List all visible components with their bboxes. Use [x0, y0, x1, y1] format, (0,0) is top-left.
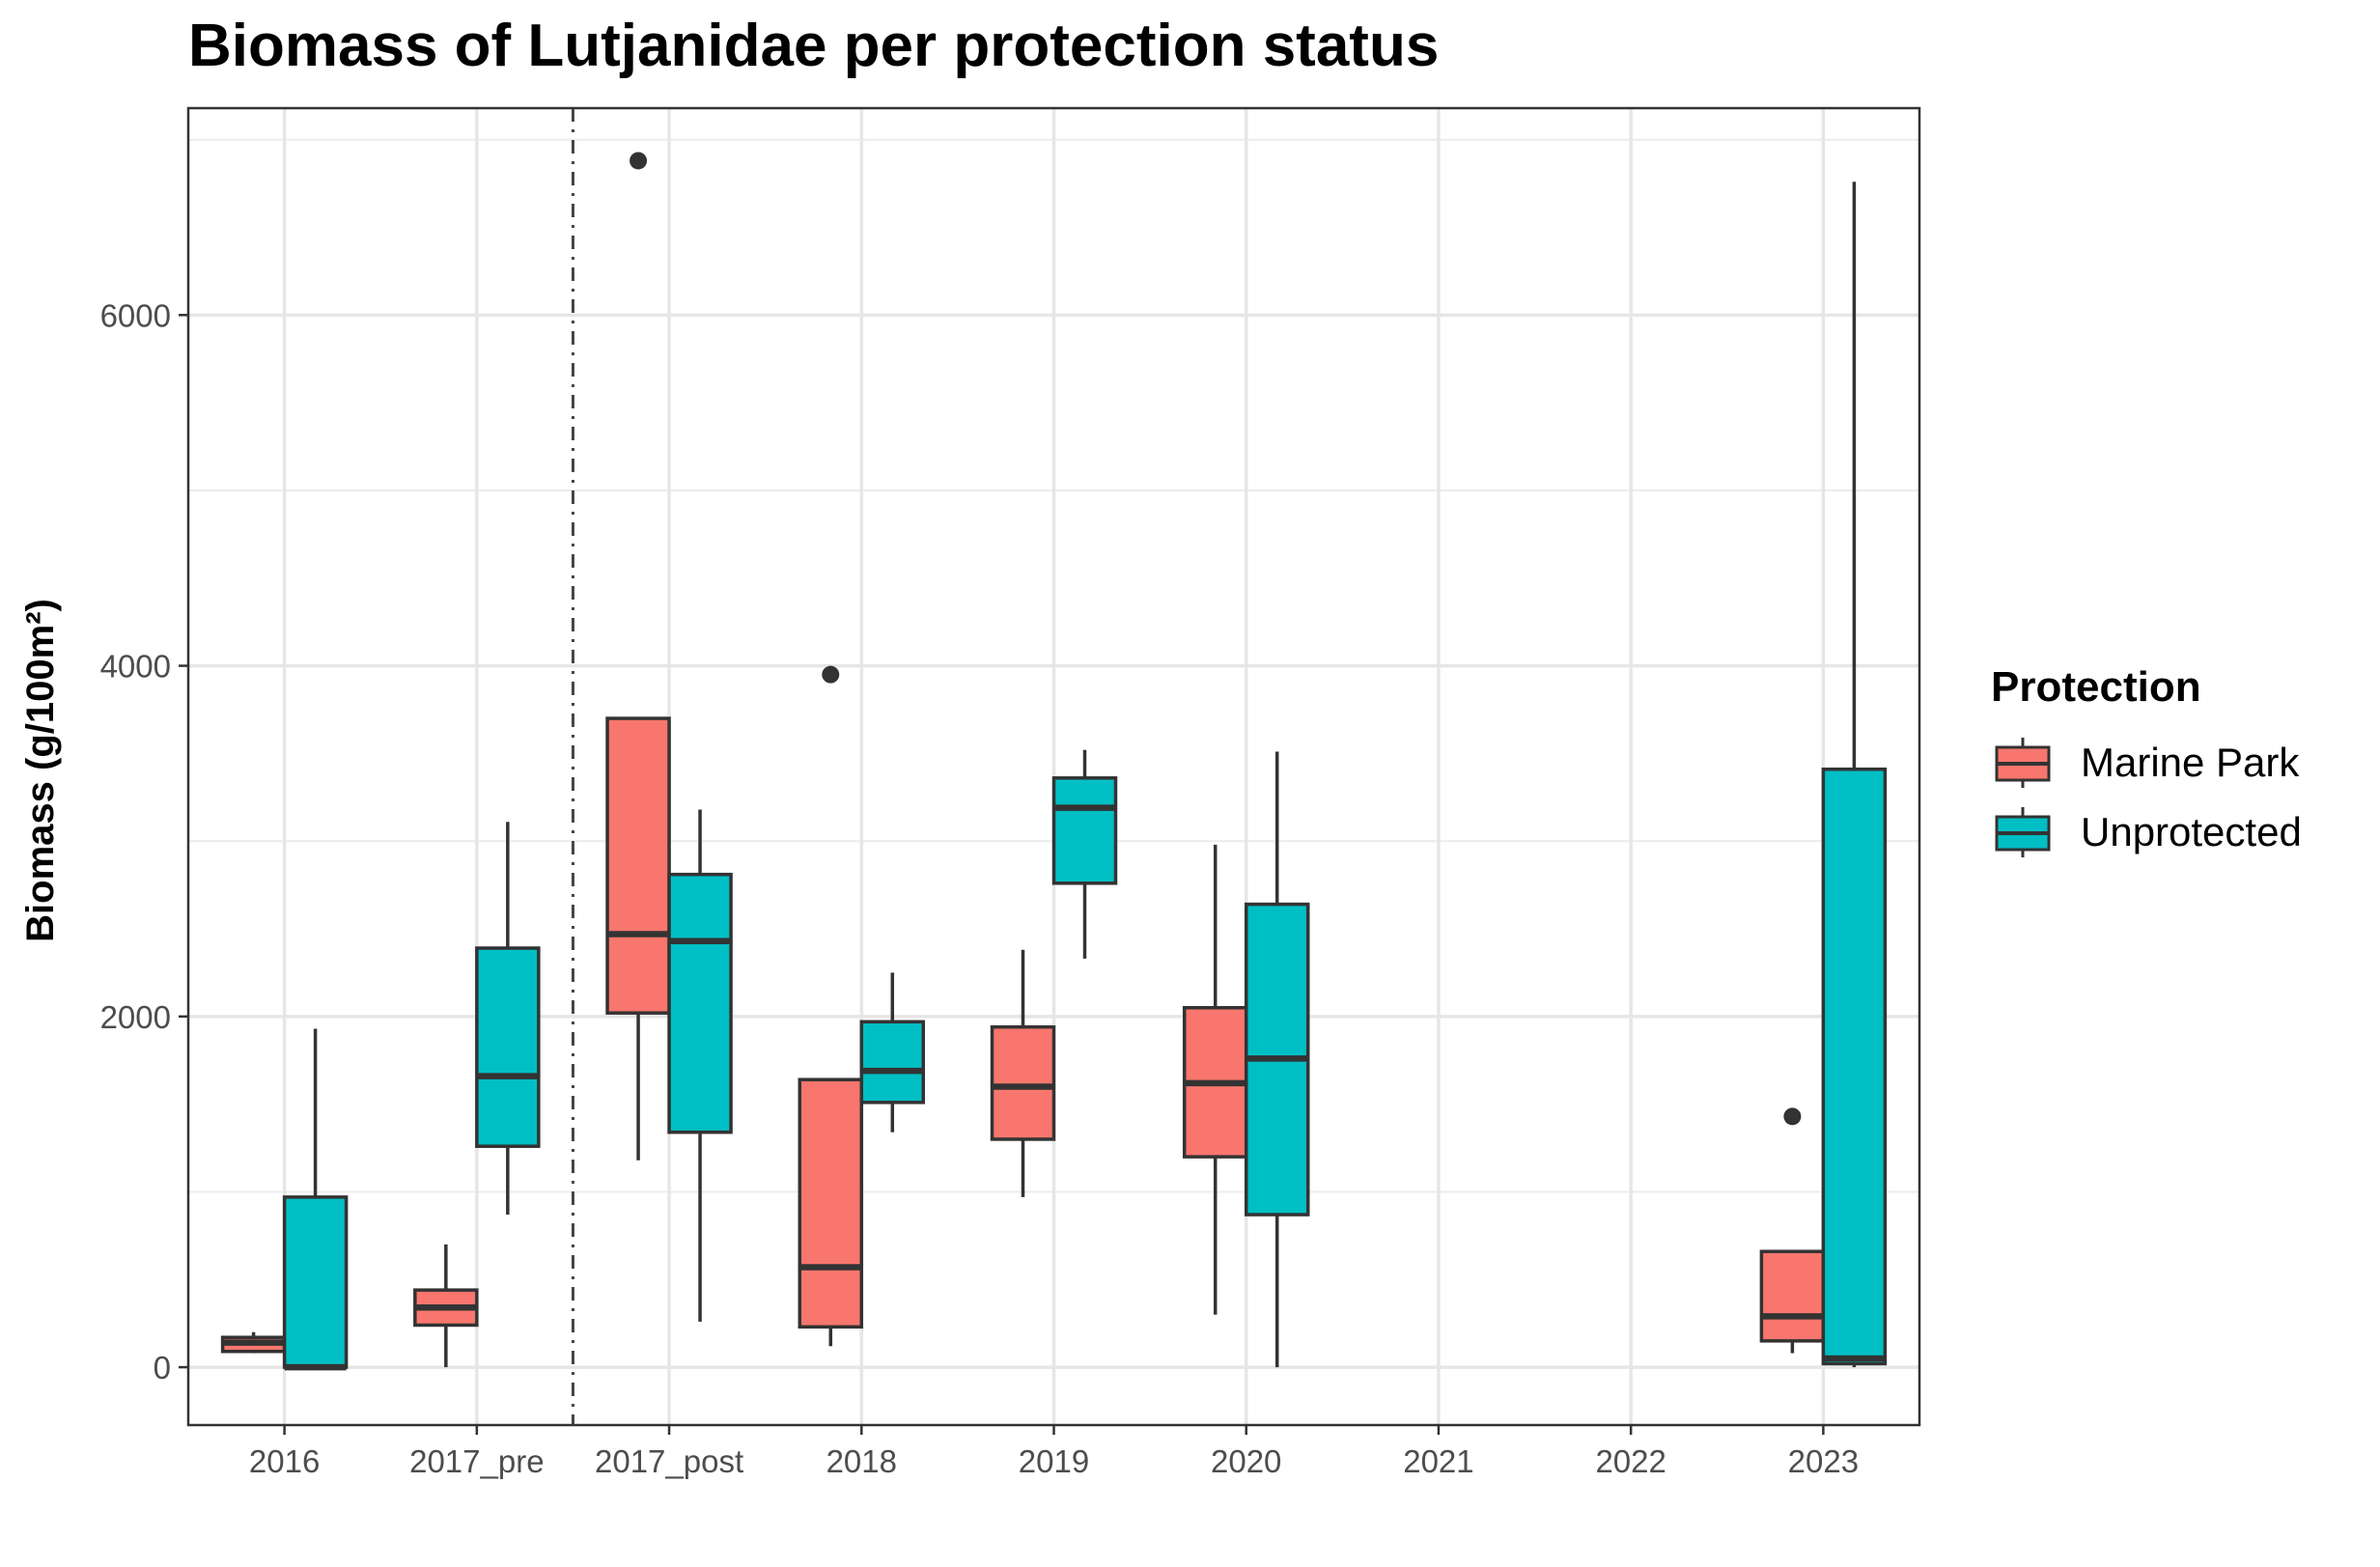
- legend-label: Marine Park: [2081, 740, 2300, 785]
- iqr-box: [1761, 1251, 1823, 1341]
- iqr-box: [861, 1021, 923, 1103]
- x-tick-label: 2019: [1019, 1443, 1089, 1479]
- outlier-point: [630, 152, 647, 169]
- y-tick-label: 0: [154, 1350, 171, 1385]
- iqr-box: [1823, 770, 1885, 1364]
- iqr-box: [477, 948, 539, 1146]
- x-tick-label: 2022: [1595, 1443, 1666, 1479]
- legend-label: Unprotected: [2081, 809, 2302, 854]
- grid-layer: [188, 108, 1919, 1425]
- chart-title: Biomass of Lutjanidae per protection sta…: [188, 13, 1439, 79]
- iqr-box: [285, 1197, 347, 1367]
- x-tick-label: 2021: [1403, 1443, 1473, 1479]
- y-tick-label: 6000: [100, 297, 171, 333]
- y-tick-label: 2000: [100, 999, 171, 1035]
- iqr-box: [993, 1027, 1054, 1139]
- outlier-point: [1783, 1107, 1801, 1125]
- x-tick-label: 2017_pre: [409, 1443, 544, 1479]
- x-tick-label: 2023: [1788, 1443, 1859, 1479]
- x-tick-label: 2016: [249, 1443, 320, 1479]
- outlier-point: [822, 666, 839, 684]
- iqr-box: [1054, 778, 1116, 883]
- iqr-box: [607, 718, 669, 1013]
- x-tick-label: 2017_post: [595, 1443, 743, 1479]
- iqr-box: [799, 1079, 861, 1327]
- x-tick-label: 2020: [1211, 1443, 1281, 1479]
- legend-title: Protection: [1991, 663, 2201, 711]
- iqr-box: [669, 875, 731, 1133]
- x-tick-label: 2018: [826, 1443, 897, 1479]
- y-tick-label: 4000: [100, 649, 171, 685]
- y-axis-label: Biomass (g/100m²): [19, 599, 62, 942]
